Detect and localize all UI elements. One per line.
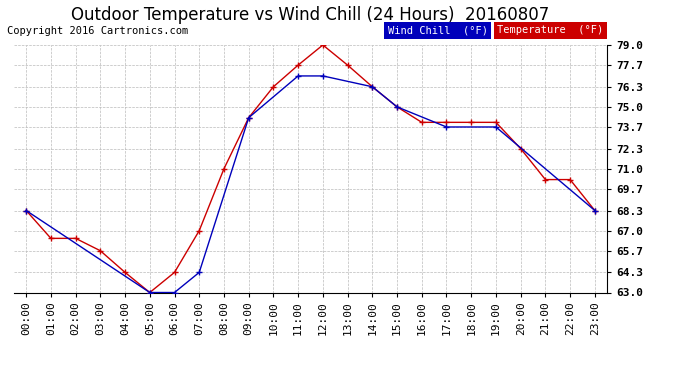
Title: Outdoor Temperature vs Wind Chill (24 Hours)  20160807: Outdoor Temperature vs Wind Chill (24 Ho… [71,6,550,24]
Text: Temperature  (°F): Temperature (°F) [497,25,604,35]
Text: Wind Chill  (°F): Wind Chill (°F) [388,25,488,35]
Text: Copyright 2016 Cartronics.com: Copyright 2016 Cartronics.com [7,26,188,36]
